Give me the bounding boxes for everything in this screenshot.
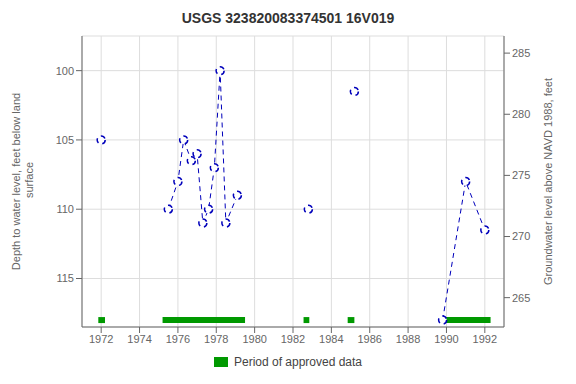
svg-text:1980: 1980 [242,333,266,345]
svg-text:Depth to water level, feet bel: Depth to water level, feet below land su… [10,93,35,270]
svg-text:1990: 1990 [434,333,458,345]
svg-text:265: 265 [512,292,530,304]
svg-text:115: 115 [56,272,74,284]
svg-text:1992: 1992 [473,333,497,345]
svg-text:100: 100 [56,65,74,77]
html-text:USGS 323820083374501 16V019: USGS 323820083374501 16V019 [181,10,395,26]
svg-text:1974: 1974 [127,333,151,345]
svg-text:Groundwater level above NAVD 1: Groundwater level above NAVD 1988, feet [542,78,554,285]
svg-text:1986: 1986 [357,333,381,345]
html-text:Period of approved data: Period of approved data [234,355,362,369]
svg-text:1982: 1982 [281,333,305,345]
svg-text:1978: 1978 [204,333,228,345]
svg-text:1976: 1976 [166,333,190,345]
svg-text:105: 105 [56,134,74,146]
svg-text:280: 280 [512,108,530,120]
svg-text:1972: 1972 [89,333,113,345]
svg-text:285: 285 [512,47,530,59]
svg-text:1984: 1984 [319,333,343,345]
svg-text:270: 270 [512,230,530,242]
svg-text:1988: 1988 [396,333,420,345]
svg-text:110: 110 [56,203,74,215]
svg-text:275: 275 [512,169,530,181]
